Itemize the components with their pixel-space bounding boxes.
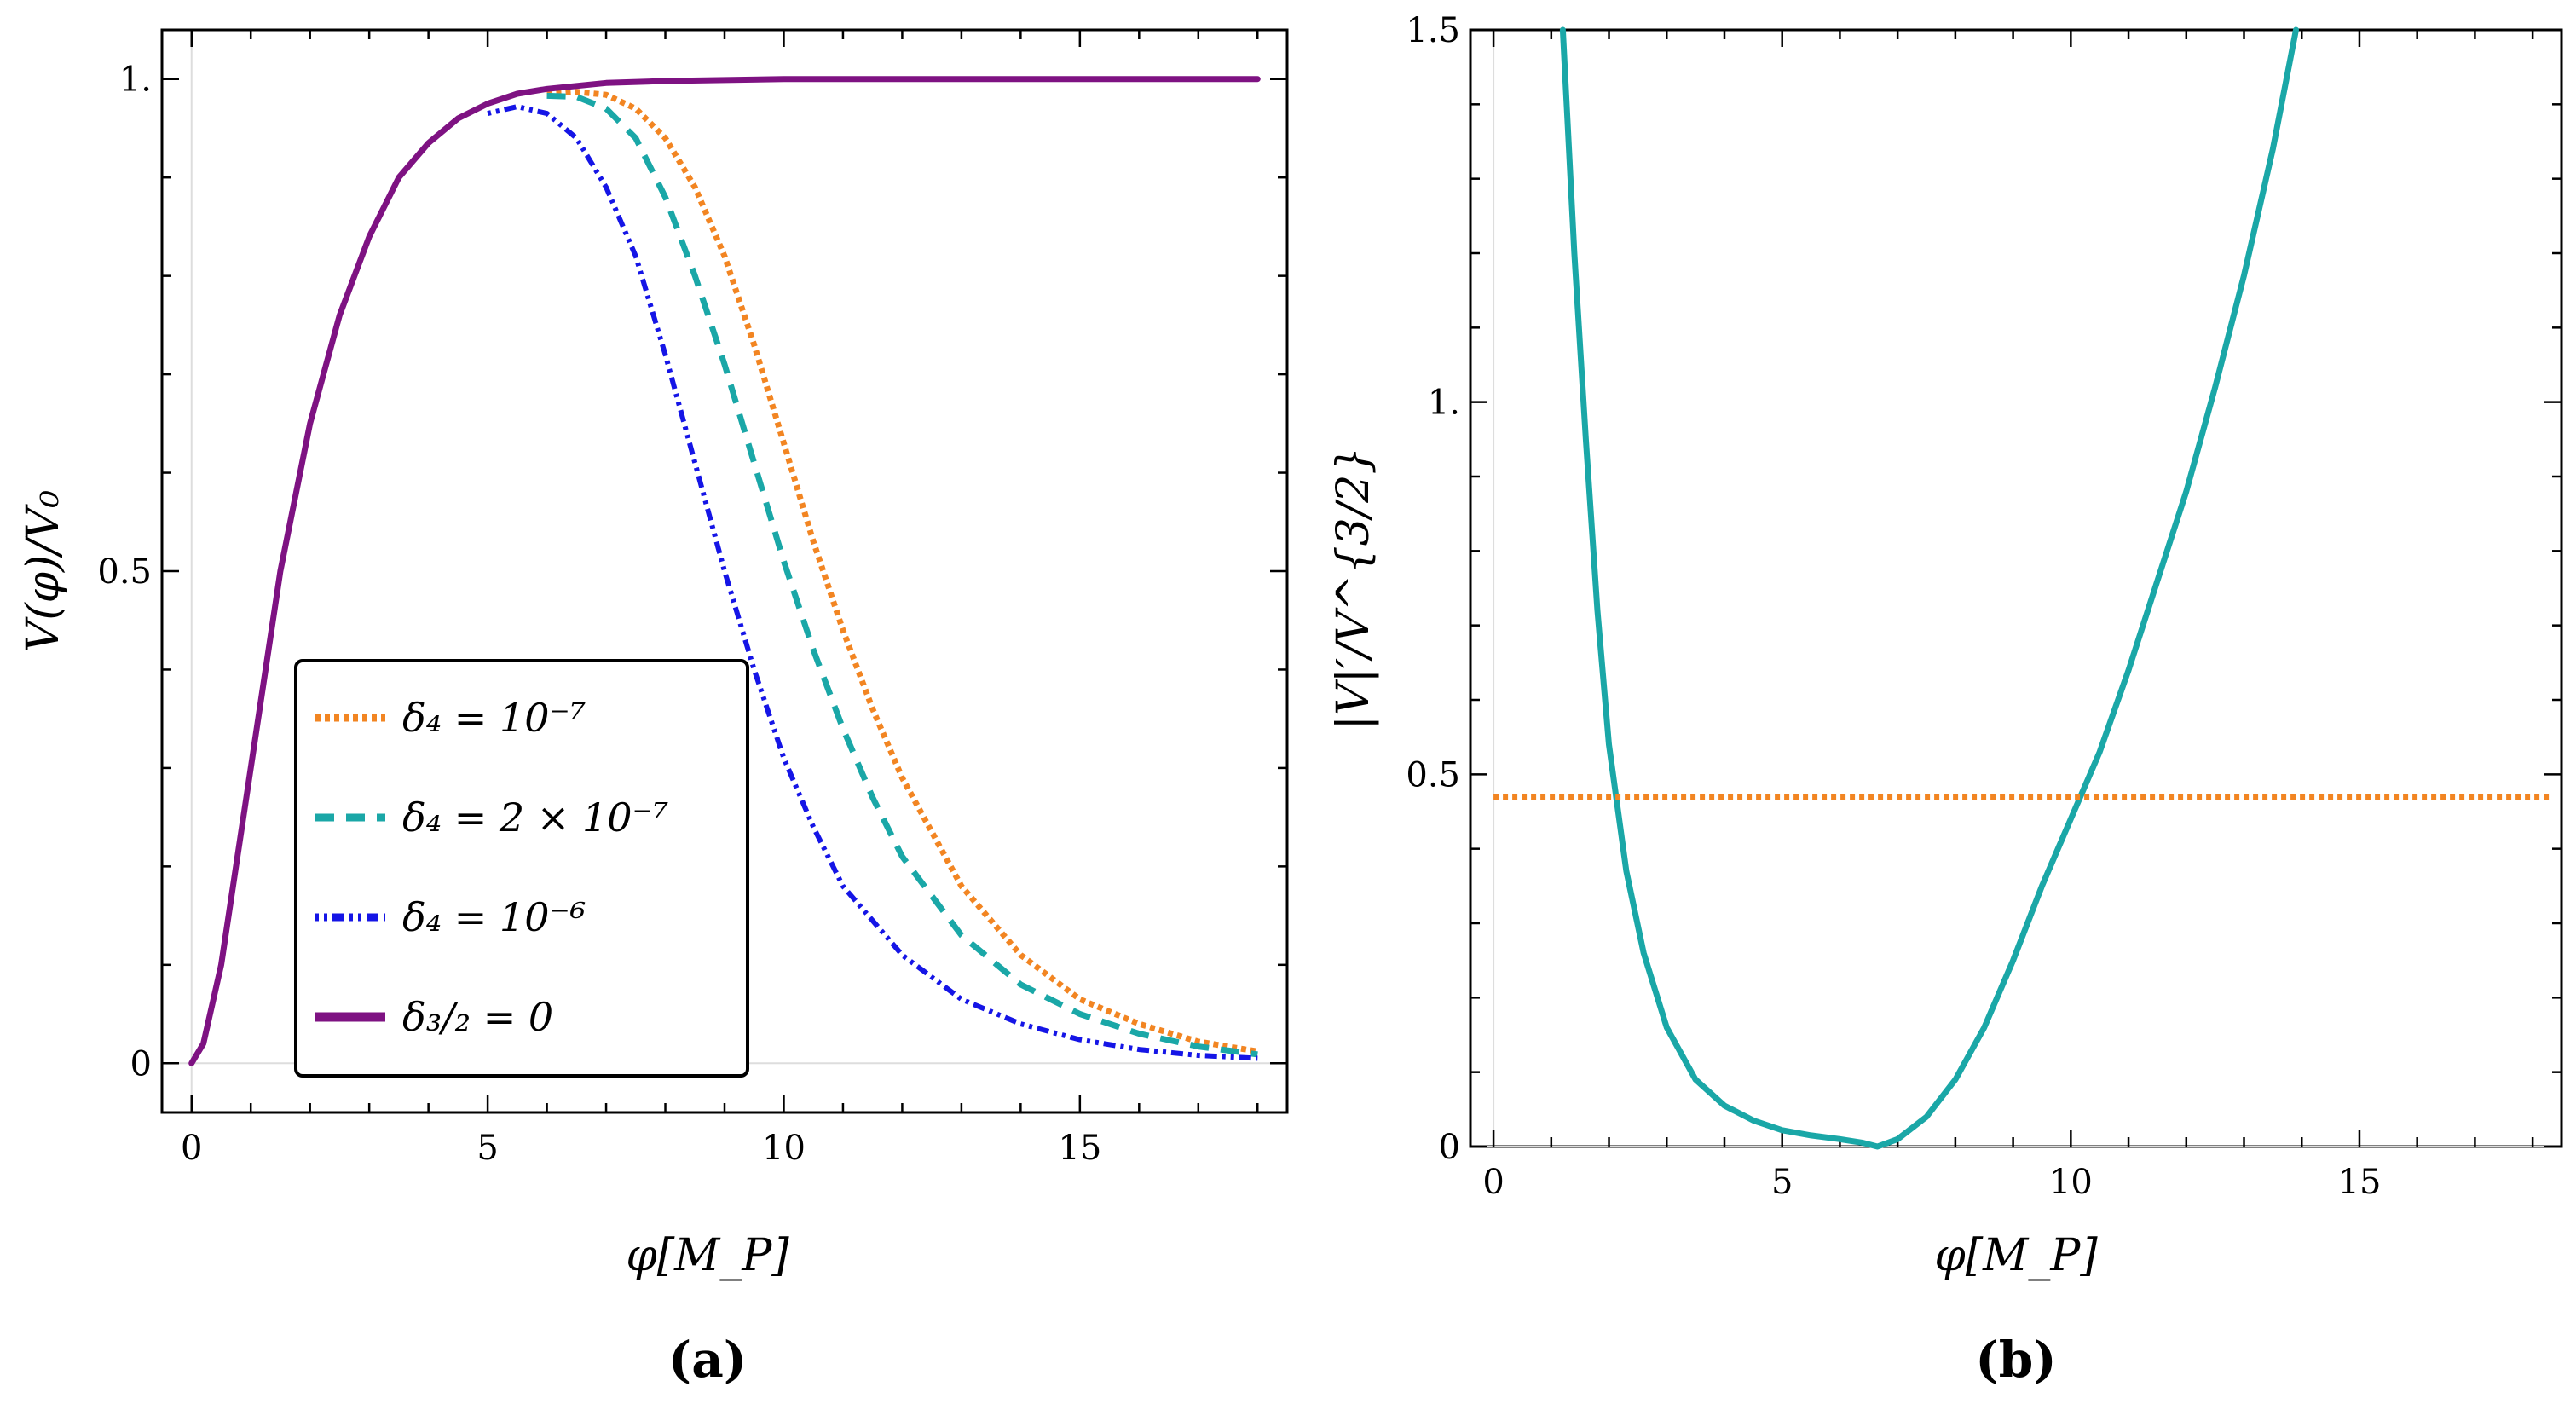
series-line-0 [546, 89, 1258, 1054]
x-tick-label: 10 [762, 1129, 806, 1168]
x-tick-label: 15 [1058, 1129, 1101, 1168]
panel-a-ticks: 0 5 10 15 0 0.5 1. [97, 30, 1287, 1168]
panel-b-series [1493, 26, 2550, 1150]
panel-a-xlabel: φ[M_P] [626, 1230, 789, 1281]
x-tick-label: 15 [2338, 1163, 2382, 1202]
x-tick-label: 5 [477, 1129, 498, 1168]
series-line-0 [1559, 26, 2299, 1150]
legend-label-2: δ₄ = 10⁻⁶ [402, 894, 586, 940]
panel-b-caption: (b) [1975, 1331, 2056, 1389]
legend-label-3: δ₃/₂ = 0 [402, 994, 553, 1040]
y-tick-label: 0 [130, 1044, 152, 1083]
y-tick-label: 1. [1428, 384, 1460, 423]
panel-b: 0 5 10 15 0 0.5 1. 1.5 φ[M_P] |V|′/V^{3/2} (b) [1328, 11, 2563, 1389]
y-tick-label: 1.5 [1406, 11, 1460, 50]
x-tick-label: 0 [181, 1129, 202, 1168]
x-tick-label: 5 [1771, 1163, 1793, 1202]
panel-a-ylabel: V(φ)/V₀ [18, 490, 69, 653]
y-tick-label: 0.5 [1406, 755, 1460, 794]
panel-b-zero-lines [1470, 30, 2562, 1147]
x-tick-label: 10 [2049, 1163, 2093, 1202]
x-tick-label: 0 [1482, 1163, 1504, 1202]
panel-a-caption: (a) [668, 1331, 747, 1389]
series-line-1 [546, 92, 1258, 1058]
y-tick-label: 0.5 [97, 552, 152, 592]
y-tick-label: 1. [119, 61, 152, 100]
legend-box [294, 659, 749, 1078]
panel-a-series [188, 76, 1261, 1066]
panel-b-ticks: 0 5 10 15 0 0.5 1. 1.5 [1406, 11, 2562, 1202]
y-tick-label: 0 [1439, 1128, 1460, 1167]
legend-label-0: δ₄ = 10⁻⁷ [402, 695, 586, 741]
series-line-3 [188, 76, 1261, 1066]
panel-b-ylabel: |V|′/V^{3/2} [1328, 447, 1379, 731]
series-line-2 [487, 104, 1258, 1061]
legend-label-1: δ₄ = 2 × 10⁻⁷ [402, 794, 668, 841]
panel-a: 0 5 10 15 0 0.5 1. φ[M_P] V(φ)/V₀ (a) δ₄ = 10⁻… [18, 28, 1289, 1389]
panel-b-xlabel: φ[M_P] [1934, 1230, 2098, 1281]
legend: δ₄ = 10⁻⁷ δ₄ = 2 × 10⁻⁷ δ₄ = 10⁻⁶ δ₃/₂ = 0 [294, 659, 749, 1078]
panel-b-frame [1469, 28, 2563, 1148]
